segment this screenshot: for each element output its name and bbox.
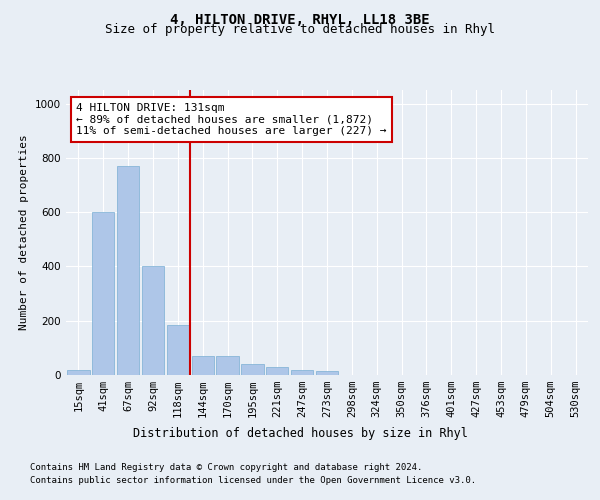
Text: Size of property relative to detached houses in Rhyl: Size of property relative to detached ho… <box>105 24 495 36</box>
Bar <box>316 371 338 375</box>
Bar <box>191 356 214 375</box>
Bar <box>67 370 89 375</box>
Text: Contains public sector information licensed under the Open Government Licence v3: Contains public sector information licen… <box>30 476 476 485</box>
Text: 4 HILTON DRIVE: 131sqm
← 89% of detached houses are smaller (1,872)
11% of semi-: 4 HILTON DRIVE: 131sqm ← 89% of detached… <box>76 103 387 136</box>
Bar <box>92 212 115 375</box>
Y-axis label: Number of detached properties: Number of detached properties <box>19 134 29 330</box>
Text: Contains HM Land Registry data © Crown copyright and database right 2024.: Contains HM Land Registry data © Crown c… <box>30 462 422 471</box>
Bar <box>266 367 289 375</box>
Text: 4, HILTON DRIVE, RHYL, LL18 3BE: 4, HILTON DRIVE, RHYL, LL18 3BE <box>170 12 430 26</box>
Bar <box>241 364 263 375</box>
Bar <box>167 325 189 375</box>
Bar <box>117 166 139 375</box>
Bar <box>217 356 239 375</box>
Bar <box>142 266 164 375</box>
Text: Distribution of detached houses by size in Rhyl: Distribution of detached houses by size … <box>133 428 467 440</box>
Bar <box>291 370 313 375</box>
